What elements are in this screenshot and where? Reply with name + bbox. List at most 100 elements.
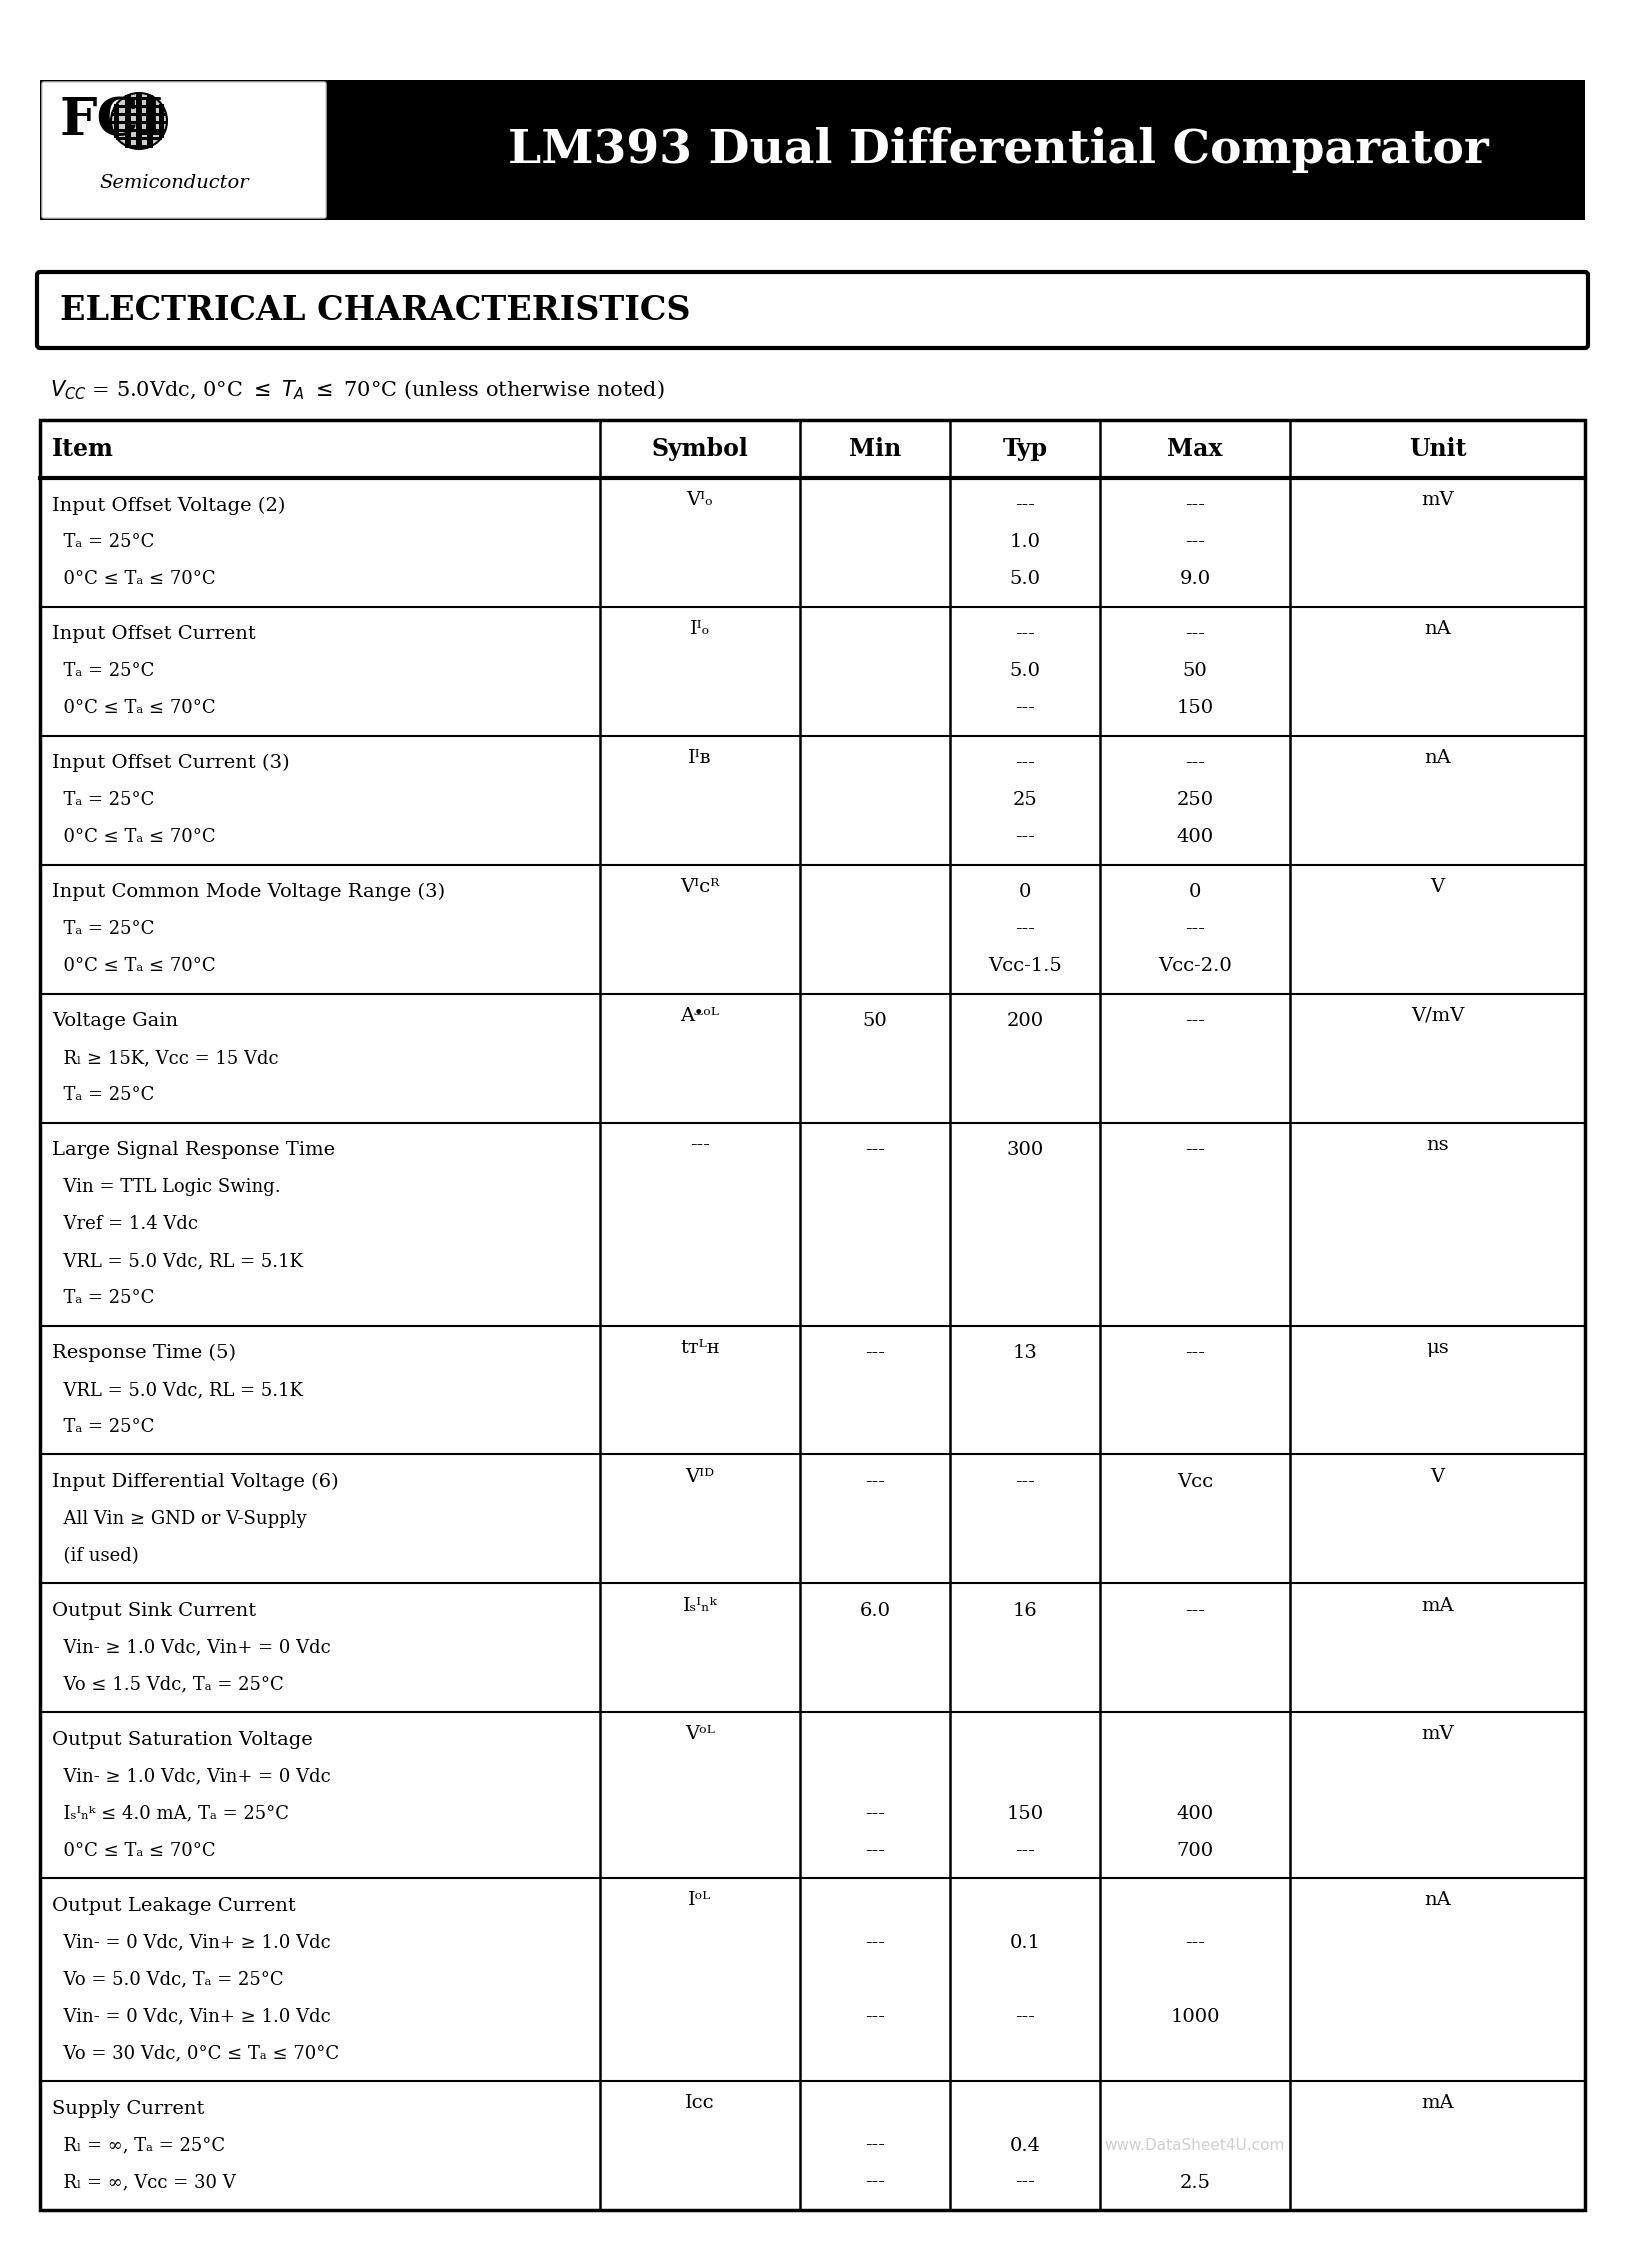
- Text: VRL = 5.0 Vdc, RL = 5.1K: VRL = 5.0 Vdc, RL = 5.1K: [52, 1251, 302, 1269]
- Bar: [112, 128, 166, 133]
- Text: Vin- ≥ 1.0 Vdc, Vin+ = 0 Vdc: Vin- ≥ 1.0 Vdc, Vin+ = 0 Vdc: [52, 1768, 332, 1786]
- Text: mV: mV: [1422, 490, 1454, 508]
- Text: Tₐ = 25°C: Tₐ = 25°C: [52, 662, 154, 680]
- Text: $V_{CC}$ = 5.0Vdc, 0°C $\leq$ $T_A$ $\leq$ 70°C (unless otherwise noted): $V_{CC}$ = 5.0Vdc, 0°C $\leq$ $T_A$ $\le…: [50, 378, 665, 400]
- Text: ---: ---: [864, 2174, 886, 2192]
- Text: 6.0: 6.0: [860, 1602, 890, 1620]
- Text: Rₗ = ∞, Tₐ = 25°C: Rₗ = ∞, Tₐ = 25°C: [52, 2138, 226, 2156]
- Text: Input Offset Current (3): Input Offset Current (3): [52, 754, 289, 772]
- Text: ---: ---: [864, 2138, 886, 2156]
- Text: Semiconductor: Semiconductor: [99, 173, 249, 191]
- Text: ---: ---: [864, 1141, 886, 1159]
- Text: V: V: [1430, 1467, 1445, 1485]
- Text: www.DataSheet4U.com: www.DataSheet4U.com: [1105, 2138, 1285, 2153]
- Text: ---: ---: [1016, 1843, 1035, 1861]
- Circle shape: [111, 92, 167, 148]
- Bar: [111, 122, 167, 124]
- Text: ---: ---: [864, 2007, 886, 2025]
- Text: 50: 50: [863, 1012, 887, 1030]
- Text: 0.4: 0.4: [1009, 2138, 1040, 2156]
- Text: Vᴄᴄ-1.5: Vᴄᴄ-1.5: [988, 956, 1061, 974]
- Text: Tₐ = 25°C: Tₐ = 25°C: [52, 533, 154, 551]
- Text: ---: ---: [864, 1474, 886, 1492]
- Text: Iᵒᴸ: Iᵒᴸ: [689, 1892, 712, 1910]
- Text: 0.1: 0.1: [1009, 1933, 1040, 1951]
- Text: ---: ---: [864, 1343, 886, 1361]
- Text: Min: Min: [848, 436, 902, 461]
- Bar: [136, 92, 141, 148]
- Text: Vin- = 0 Vdc, Vin+ ≥ 1.0 Vdc: Vin- = 0 Vdc, Vin+ ≥ 1.0 Vdc: [52, 1933, 332, 1951]
- Text: Input Offset Voltage (2): Input Offset Voltage (2): [52, 497, 286, 515]
- FancyBboxPatch shape: [37, 272, 1588, 349]
- Text: Unit: Unit: [1409, 436, 1466, 461]
- Text: 0°C ≤ Tₐ ≤ 70°C: 0°C ≤ Tₐ ≤ 70°C: [52, 572, 216, 590]
- Text: 13: 13: [1012, 1343, 1037, 1361]
- Text: ---: ---: [1185, 1343, 1206, 1361]
- Text: ---: ---: [691, 1136, 710, 1154]
- Text: Vᴵᴄᴿ: Vᴵᴄᴿ: [681, 878, 720, 896]
- Text: Response Time (5): Response Time (5): [52, 1343, 236, 1361]
- Text: Tₐ = 25°C: Tₐ = 25°C: [52, 1418, 154, 1436]
- Text: ---: ---: [1016, 626, 1035, 643]
- Text: Iᴵв: Iᴵв: [689, 749, 712, 767]
- Text: 300: 300: [1006, 1141, 1043, 1159]
- Bar: [125, 144, 153, 148]
- Text: 0°C ≤ Tₐ ≤ 70°C: 0°C ≤ Tₐ ≤ 70°C: [52, 700, 216, 718]
- Bar: [41, 81, 1584, 221]
- Text: 150: 150: [1176, 700, 1214, 718]
- Text: 5.0: 5.0: [1009, 662, 1040, 680]
- Text: 25: 25: [1012, 792, 1037, 810]
- Text: Voltage Gain: Voltage Gain: [52, 1012, 179, 1030]
- Bar: [114, 104, 119, 137]
- Text: Rₗ ≥ 15K, Vᴄᴄ = 15 Vdc: Rₗ ≥ 15K, Vᴄᴄ = 15 Vdc: [52, 1048, 278, 1066]
- Text: (if used): (if used): [52, 1548, 138, 1566]
- Text: V: V: [1430, 878, 1445, 896]
- Text: Tₐ = 25°C: Tₐ = 25°C: [52, 920, 154, 938]
- Text: mV: mV: [1422, 1726, 1454, 1744]
- Bar: [112, 112, 166, 117]
- Text: Input Common Mode Voltage Range (3): Input Common Mode Voltage Range (3): [52, 884, 445, 902]
- Text: nA: nA: [1424, 1892, 1451, 1910]
- Text: μs: μs: [1427, 1339, 1450, 1357]
- Text: Vin- ≥ 1.0 Vdc, Vin+ = 0 Vdc: Vin- ≥ 1.0 Vdc, Vin+ = 0 Vdc: [52, 1638, 332, 1656]
- Text: Vᴵᴰ: Vᴵᴰ: [686, 1467, 715, 1485]
- Text: 250: 250: [1176, 792, 1214, 810]
- Text: ---: ---: [1185, 920, 1206, 938]
- Text: ns: ns: [1427, 1136, 1450, 1154]
- Text: ---: ---: [1185, 1602, 1206, 1620]
- Text: Vin- = 0 Vdc, Vin+ ≥ 1.0 Vdc: Vin- = 0 Vdc, Vin+ ≥ 1.0 Vdc: [52, 2007, 332, 2025]
- Text: Output Saturation Voltage: Output Saturation Voltage: [52, 1730, 312, 1748]
- Bar: [148, 94, 153, 146]
- Text: Tₐ = 25°C: Tₐ = 25°C: [52, 792, 154, 810]
- Text: Max: Max: [1167, 436, 1222, 461]
- Bar: [125, 97, 153, 101]
- Text: ---: ---: [1016, 920, 1035, 938]
- Text: ELECTRICAL CHARACTERISTICS: ELECTRICAL CHARACTERISTICS: [60, 292, 691, 326]
- Text: 0°C ≤ Tₐ ≤ 70°C: 0°C ≤ Tₐ ≤ 70°C: [52, 1843, 216, 1861]
- Text: 1.0: 1.0: [1009, 533, 1040, 551]
- Text: Output Sink Current: Output Sink Current: [52, 1602, 257, 1620]
- Bar: [41, 421, 1584, 2210]
- Text: ---: ---: [1016, 754, 1035, 772]
- Text: nA: nA: [1424, 749, 1451, 767]
- Text: Input Differential Voltage (6): Input Differential Voltage (6): [52, 1474, 338, 1492]
- Text: ---: ---: [1016, 497, 1035, 515]
- Text: Supply Current: Supply Current: [52, 2099, 205, 2117]
- Text: Vᴄᴄ-2.0: Vᴄᴄ-2.0: [1159, 956, 1232, 974]
- Text: Vo = 5.0 Vdc, Tₐ = 25°C: Vo = 5.0 Vdc, Tₐ = 25°C: [52, 1971, 284, 1989]
- Text: Input Offset Current: Input Offset Current: [52, 626, 255, 643]
- Text: Vin = TTL Logic Swing.: Vin = TTL Logic Swing.: [52, 1179, 281, 1197]
- Text: Vo = 30 Vdc, 0°C ≤ Tₐ ≤ 70°C: Vo = 30 Vdc, 0°C ≤ Tₐ ≤ 70°C: [52, 2045, 340, 2063]
- Text: Item: Item: [52, 436, 114, 461]
- Text: Symbol: Symbol: [652, 436, 749, 461]
- Bar: [115, 106, 162, 108]
- Text: Vᴵₒ: Vᴵₒ: [687, 490, 713, 508]
- Text: 0°C ≤ Tₐ ≤ 70°C: 0°C ≤ Tₐ ≤ 70°C: [52, 828, 216, 846]
- Text: 16: 16: [1012, 1602, 1037, 1620]
- Text: 200: 200: [1006, 1012, 1043, 1030]
- Text: Tₐ = 25°C: Tₐ = 25°C: [52, 1289, 154, 1307]
- Text: ---: ---: [1016, 1474, 1035, 1492]
- Text: 50: 50: [1183, 662, 1207, 680]
- Text: 1000: 1000: [1170, 2007, 1220, 2025]
- Text: 700: 700: [1176, 1843, 1214, 1861]
